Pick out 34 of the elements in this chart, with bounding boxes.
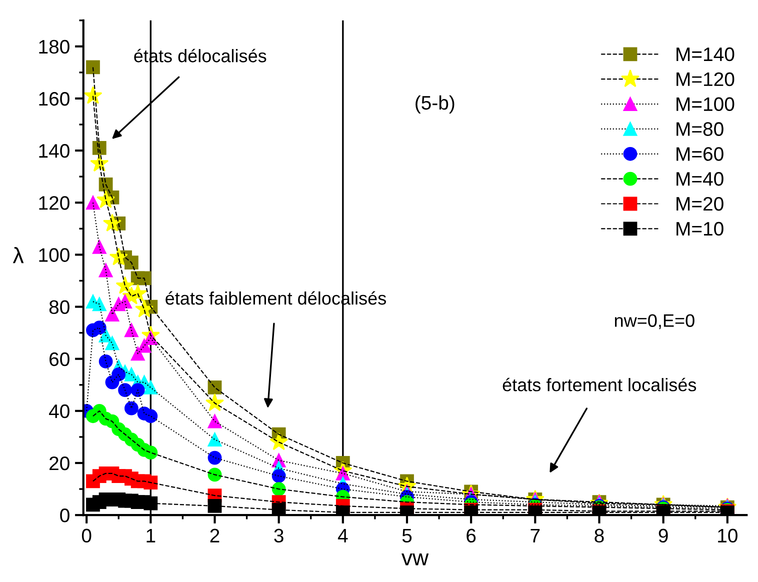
x-tick-label: 9 bbox=[658, 528, 668, 543]
y-tick-label: 160 bbox=[39, 92, 70, 106]
annotation: nw=0,E=0 bbox=[614, 314, 694, 330]
x-tick-label: 1 bbox=[146, 528, 156, 542]
x-tick-label: 7 bbox=[530, 528, 540, 542]
y-tick-label: 20 bbox=[50, 456, 70, 470]
x-tick-label: 10 bbox=[718, 528, 738, 543]
legend-label: M=80 bbox=[676, 122, 724, 136]
y-tick-label: 80 bbox=[49, 300, 70, 314]
x-tick-label: 8 bbox=[594, 528, 604, 543]
y-axis-title: λ bbox=[12, 247, 24, 264]
y-tick-label: 120 bbox=[39, 196, 70, 210]
y-tick-label: 180 bbox=[39, 40, 70, 54]
annotation: (5-b) bbox=[416, 95, 454, 114]
legend-label: M=120 bbox=[676, 72, 734, 86]
y-tick-label: 140 bbox=[39, 144, 70, 158]
y-tick-label: 40 bbox=[49, 404, 70, 418]
y-tick-label: 0 bbox=[60, 508, 70, 522]
legend-label: M=40 bbox=[676, 172, 724, 186]
y-tick-label: 60 bbox=[50, 352, 70, 366]
legend-label: M=10 bbox=[676, 222, 724, 236]
x-tick-label: 5 bbox=[402, 528, 412, 543]
x-tick-label: 6 bbox=[466, 528, 476, 543]
legend-label: M=20 bbox=[676, 196, 724, 211]
legend-label: M=100 bbox=[676, 97, 734, 112]
x-tick-label: 3 bbox=[274, 528, 284, 543]
x-axis-title: vw bbox=[402, 554, 429, 566]
y-tick-label: 100 bbox=[39, 248, 70, 262]
legend-label: M=140 bbox=[676, 47, 734, 62]
x-tick-label: 4 bbox=[338, 528, 348, 542]
x-tick-label: 0 bbox=[82, 528, 92, 543]
annotation: états fortement localisés bbox=[502, 378, 696, 392]
x-tick-label: 2 bbox=[210, 528, 220, 542]
legend-label: M=60 bbox=[676, 147, 724, 161]
